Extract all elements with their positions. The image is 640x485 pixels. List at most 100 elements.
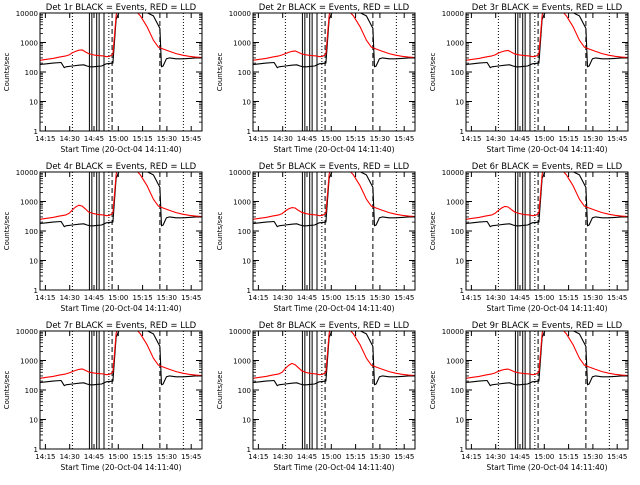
events-series-line (466, 172, 628, 228)
x-tick-label: 14:45 (297, 135, 317, 143)
x-tick-label: 14:15 (248, 135, 268, 143)
y-axis-label: Counts/sec (429, 371, 437, 410)
y-axis-label: Counts/sec (3, 53, 11, 92)
y-tick-label: 10 (29, 258, 38, 266)
plot-area (466, 331, 628, 449)
chart-panel: Det 9r BLACK = Events, RED = LLD Counts/s… (429, 321, 629, 472)
events-series-line (253, 13, 415, 69)
chart-title: Det 9r BLACK = Events, RED = LLD (472, 321, 623, 331)
chart-panel: Det 4r BLACK = Events, RED = LLD Counts/s… (3, 162, 203, 313)
y-tick-label: 1000 (446, 199, 464, 207)
x-tick-label: 15:45 (181, 294, 201, 302)
x-tick-label: 15:00 (108, 135, 128, 143)
x-tick-label: 14:15 (35, 135, 55, 143)
y-tick-label: 100 (25, 69, 38, 77)
axes-frame (39, 171, 203, 291)
axes-frame (252, 330, 416, 450)
y-axis-label: Counts/sec (429, 53, 437, 92)
y-tick-label: 10000 (442, 328, 464, 336)
chart-title: Det 7r BLACK = Events, RED = LLD (46, 321, 197, 331)
axes-frame (39, 12, 203, 132)
y-tick-label: 1 (34, 128, 38, 136)
y-axis-label: Counts/sec (429, 212, 437, 251)
x-tick-label: 15:00 (534, 453, 554, 461)
chart-title: Det 1r BLACK = Events, RED = LLD (46, 3, 197, 13)
x-tick-label: 14:45 (297, 453, 317, 461)
y-axis-label: Counts/sec (216, 212, 224, 251)
events-series-line (466, 13, 628, 69)
plot-area (40, 331, 202, 449)
plot-area (466, 172, 628, 290)
plot-area (253, 331, 415, 449)
y-tick-label: 1000 (20, 358, 38, 366)
chart-panel: Det 7r BLACK = Events, RED = LLD Counts/s… (3, 321, 203, 472)
events-series-line (466, 331, 628, 387)
x-tick-label: 14:30 (60, 453, 80, 461)
chart-title: Det 5r BLACK = Events, RED = LLD (259, 162, 410, 172)
events-series-line (253, 172, 415, 228)
chart-panel: Det 2r BLACK = Events, RED = LLD Counts/s… (216, 3, 416, 154)
x-tick-label: 14:15 (461, 453, 481, 461)
x-tick-label: 15:30 (157, 453, 177, 461)
x-tick-label: 15:15 (559, 294, 579, 302)
y-tick-label: 10 (455, 258, 464, 266)
x-tick-label: 15:30 (157, 135, 177, 143)
axes-frame (465, 171, 629, 291)
x-tick-label: 14:45 (84, 453, 104, 461)
plot-area (40, 172, 202, 290)
x-tick-label: 14:45 (510, 135, 530, 143)
x-tick-label: 14:30 (60, 294, 80, 302)
x-tick-label: 15:15 (346, 294, 366, 302)
events-series-line (40, 172, 202, 228)
events-series-line (253, 331, 415, 387)
y-tick-label: 1 (247, 128, 251, 136)
y-axis-label: Counts/sec (216, 371, 224, 410)
lld-series-line (466, 331, 628, 379)
x-tick-label: 14:30 (273, 294, 293, 302)
y-tick-label: 1 (34, 287, 38, 295)
axes-frame (465, 12, 629, 132)
y-tick-label: 1000 (20, 40, 38, 48)
plot-area (40, 13, 202, 131)
y-tick-label: 10000 (442, 10, 464, 18)
y-tick-label: 10 (455, 99, 464, 107)
lld-series-line (40, 331, 202, 379)
x-tick-label: 15:15 (346, 453, 366, 461)
y-tick-label: 1000 (20, 199, 38, 207)
x-tick-label: 14:15 (461, 135, 481, 143)
lld-series-line (253, 331, 415, 379)
x-tick-label: 15:15 (559, 453, 579, 461)
y-tick-label: 1 (460, 128, 464, 136)
x-tick-label: 15:30 (370, 294, 390, 302)
x-tick-label: 15:30 (157, 294, 177, 302)
y-axis-label: Counts/sec (3, 371, 11, 410)
y-tick-label: 10 (29, 99, 38, 107)
y-tick-label: 100 (238, 387, 251, 395)
x-tick-label: 14:45 (84, 135, 104, 143)
x-tick-label: 14:30 (486, 453, 506, 461)
y-tick-label: 100 (238, 228, 251, 236)
x-tick-label: 15:00 (108, 294, 128, 302)
y-tick-label: 10000 (16, 169, 38, 177)
y-tick-label: 10000 (16, 10, 38, 18)
y-tick-label: 1 (34, 446, 38, 454)
chart-title: Det 3r BLACK = Events, RED = LLD (472, 3, 623, 13)
lld-series-line (253, 172, 415, 220)
x-tick-label: 15:15 (559, 135, 579, 143)
x-tick-label: 15:30 (583, 294, 603, 302)
chart-panel: Det 6r BLACK = Events, RED = LLD Counts/s… (429, 162, 629, 313)
x-axis-label: Start Time (20-Oct-04 14:11:40) (486, 304, 607, 313)
y-tick-label: 10000 (229, 10, 251, 18)
y-tick-label: 10 (242, 99, 251, 107)
lld-series-line (40, 172, 202, 220)
axes-frame (465, 330, 629, 450)
x-axis-label: Start Time (20-Oct-04 14:11:40) (273, 304, 394, 313)
x-tick-label: 15:30 (583, 135, 603, 143)
axes-frame (252, 171, 416, 291)
x-tick-label: 14:15 (248, 294, 268, 302)
chart-panel: Det 3r BLACK = Events, RED = LLD Counts/s… (429, 3, 629, 154)
chart-title: Det 2r BLACK = Events, RED = LLD (259, 3, 410, 13)
chart-panel: Det 1r BLACK = Events, RED = LLD Counts/s… (3, 3, 203, 154)
events-series-line (40, 331, 202, 387)
